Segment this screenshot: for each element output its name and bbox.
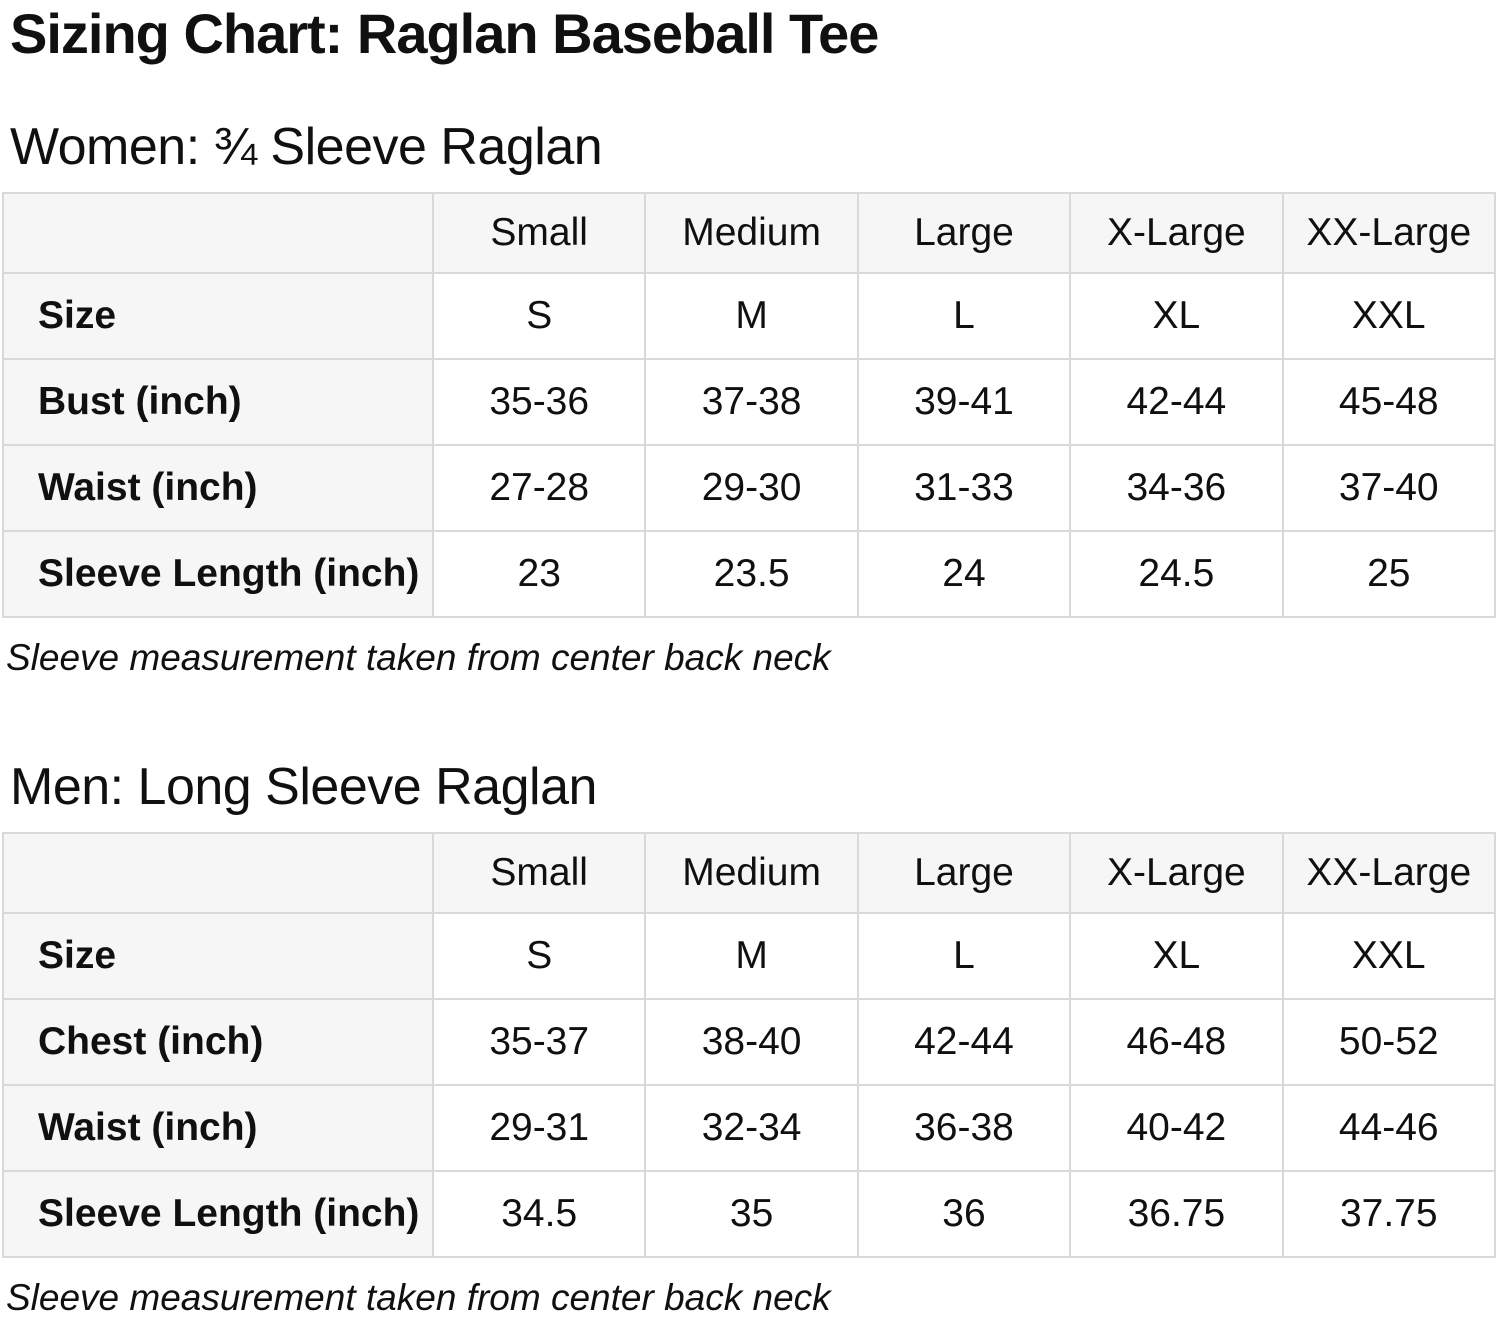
- size-value-cell: 34-36: [1069, 443, 1284, 532]
- column-header: Small: [431, 831, 647, 914]
- size-value-cell: S: [431, 271, 647, 360]
- row-label: Sleeve Length (inch): [2, 1169, 434, 1258]
- size-value-cell: 24.5: [1069, 529, 1284, 618]
- size-value-cell: 39-41: [856, 357, 1072, 446]
- size-value-cell: 27-28: [431, 443, 647, 532]
- size-value-cell: 29-30: [644, 443, 859, 532]
- size-value-cell: 42-44: [856, 997, 1072, 1086]
- size-value-cell: 36-38: [856, 1083, 1072, 1172]
- size-value-cell: 35-37: [431, 997, 647, 1086]
- size-value-cell: 29-31: [431, 1083, 647, 1172]
- row-label: Sleeve Length (inch): [2, 529, 434, 618]
- size-value-cell: 31-33: [856, 443, 1072, 532]
- table-row: Bust (inch) 35-36 37-38 39-41 42-44 45-4…: [2, 357, 1496, 446]
- column-header: XX-Large: [1281, 831, 1496, 914]
- size-value-cell: S: [431, 911, 647, 1000]
- table-row: Sleeve Length (inch) 34.5 35 36 36.75 37…: [2, 1169, 1496, 1258]
- page-title: Sizing Chart: Raglan Baseball Tee: [10, 2, 879, 65]
- size-value-cell: 45-48: [1281, 357, 1496, 446]
- column-header: X-Large: [1069, 831, 1284, 914]
- table-row: Size S M L XL XXL: [2, 911, 1496, 1000]
- table-row: Sleeve Length (inch) 23 23.5 24 24.5 25: [2, 529, 1496, 618]
- size-value-cell: 44-46: [1281, 1083, 1496, 1172]
- size-value-cell: 34.5: [431, 1169, 647, 1258]
- row-label: Waist (inch): [2, 1083, 434, 1172]
- size-value-cell: 37-38: [644, 357, 859, 446]
- size-value-cell: 23.5: [644, 529, 859, 618]
- column-header: Large: [856, 191, 1072, 274]
- size-value-cell: 35-36: [431, 357, 647, 446]
- size-value-cell: XXL: [1281, 271, 1496, 360]
- row-label: Waist (inch): [2, 443, 434, 532]
- column-header: Medium: [644, 831, 859, 914]
- size-value-cell: M: [644, 911, 859, 1000]
- men-section-heading: Men: Long Sleeve Raglan: [10, 757, 597, 816]
- men-sizing-table: Small Medium Large X-Large XX-Large Size…: [2, 831, 1496, 1258]
- size-value-cell: 37-40: [1281, 443, 1496, 532]
- women-sizing-table: Small Medium Large X-Large XX-Large Size…: [2, 191, 1496, 618]
- size-value-cell: 37.75: [1281, 1169, 1496, 1258]
- size-value-cell: 36.75: [1069, 1169, 1284, 1258]
- column-header: X-Large: [1069, 191, 1284, 274]
- size-value-cell: 46-48: [1069, 997, 1284, 1086]
- column-header: Large: [856, 831, 1072, 914]
- size-value-cell: XXL: [1281, 911, 1496, 1000]
- row-label: Bust (inch): [2, 357, 434, 446]
- table-header-row: Small Medium Large X-Large XX-Large: [2, 191, 1496, 274]
- column-header: XX-Large: [1281, 191, 1496, 274]
- size-value-cell: L: [856, 271, 1072, 360]
- size-value-cell: 42-44: [1069, 357, 1284, 446]
- row-label: Chest (inch): [2, 997, 434, 1086]
- size-value-cell: 40-42: [1069, 1083, 1284, 1172]
- row-label: Size: [2, 271, 434, 360]
- column-header: Small: [431, 191, 647, 274]
- women-section-heading: Women: ¾ Sleeve Raglan: [10, 118, 603, 176]
- corner-cell: [2, 831, 434, 914]
- corner-cell: [2, 191, 434, 274]
- size-value-cell: XL: [1069, 911, 1284, 1000]
- size-value-cell: 32-34: [644, 1083, 859, 1172]
- table-row: Chest (inch) 35-37 38-40 42-44 46-48 50-…: [2, 997, 1496, 1086]
- table-row: Waist (inch) 27-28 29-30 31-33 34-36 37-…: [2, 443, 1496, 532]
- women-sleeve-note: Sleeve measurement taken from center bac…: [6, 636, 831, 678]
- column-header: Medium: [644, 191, 859, 274]
- size-value-cell: L: [856, 911, 1072, 1000]
- table-row: Size S M L XL XXL: [2, 271, 1496, 360]
- table-row: Waist (inch) 29-31 32-34 36-38 40-42 44-…: [2, 1083, 1496, 1172]
- table-header-row: Small Medium Large X-Large XX-Large: [2, 831, 1496, 914]
- men-sleeve-note: Sleeve measurement taken from center bac…: [6, 1276, 831, 1318]
- row-label: Size: [2, 911, 434, 1000]
- size-value-cell: 50-52: [1281, 997, 1496, 1086]
- size-value-cell: 38-40: [644, 997, 859, 1086]
- size-value-cell: XL: [1069, 271, 1284, 360]
- size-value-cell: 35: [644, 1169, 859, 1258]
- size-value-cell: M: [644, 271, 859, 360]
- size-value-cell: 24: [856, 529, 1072, 618]
- size-value-cell: 36: [856, 1169, 1072, 1258]
- size-value-cell: 25: [1281, 529, 1496, 618]
- size-value-cell: 23: [431, 529, 647, 618]
